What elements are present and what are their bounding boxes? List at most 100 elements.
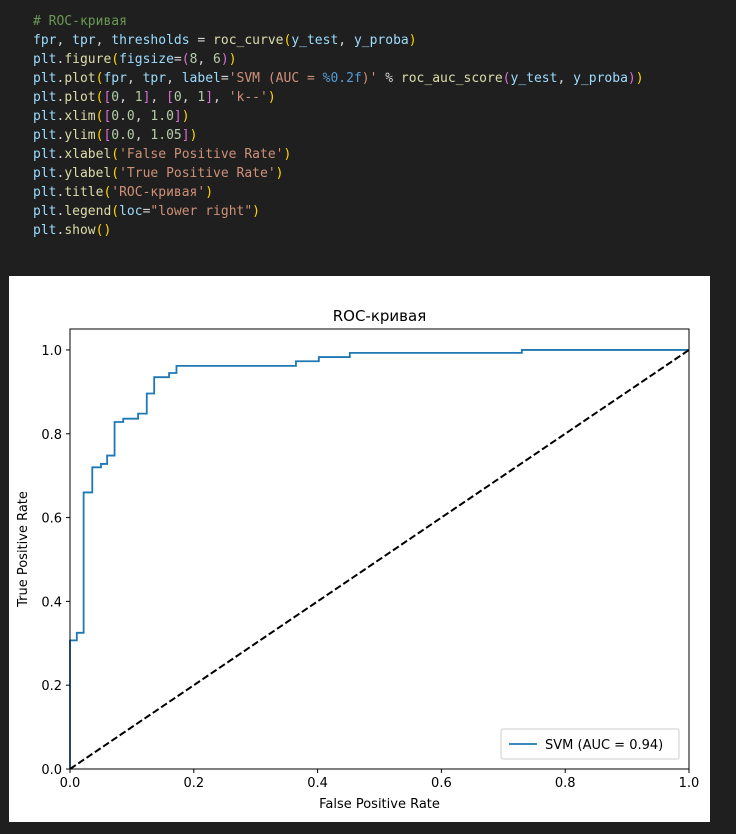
code-token: )	[275, 166, 284, 181]
code-token: ,	[181, 90, 198, 105]
code-token: ]	[181, 128, 190, 143]
code-token: plt	[33, 166, 57, 181]
code-token: plt	[33, 147, 57, 162]
code-token: y_proba	[573, 71, 628, 86]
y-tick-label: 1.0	[41, 344, 62, 359]
code-token: tpr	[142, 71, 167, 86]
code-editor[interactable]: # ROC-кривая fpr, tpr, thresholds = roc_c…	[33, 12, 644, 240]
code-token: =	[220, 71, 229, 86]
code-token: (	[111, 204, 120, 219]
x-tick-label: 0.2	[183, 776, 204, 791]
code-token: xlabel	[64, 147, 112, 162]
code-line: plt.ylabel('True Positive Rate')	[33, 164, 644, 183]
code-token: ]	[205, 90, 214, 105]
code-token: (	[111, 52, 120, 67]
code-token: roc_auc_score	[400, 71, 503, 86]
y-tick-label: 0.2	[41, 679, 62, 694]
code-token: (	[95, 128, 104, 143]
code-token: plt	[33, 109, 57, 124]
code-token: plot	[64, 71, 96, 86]
code-token: "lower right"	[150, 204, 253, 219]
code-token: ,	[150, 90, 167, 105]
code-token: figsize	[119, 52, 174, 67]
output-area: ROC-кривая False Positive Rate True Posi…	[0, 266, 736, 834]
code-token: figure	[64, 52, 112, 67]
code-token: )	[220, 52, 229, 67]
legend-entry-label: SVM (AUC = 0.94)	[545, 738, 663, 753]
code-token: 1	[134, 90, 143, 105]
code-token: loc	[119, 204, 143, 219]
code-token: 8	[189, 52, 198, 67]
code-token: .	[56, 166, 65, 181]
code-line: plt.plot([0, 1], [0, 1], 'k--')	[33, 88, 644, 107]
code-token: [	[103, 128, 112, 143]
code-token: (	[95, 109, 104, 124]
code-line: plt.ylim([0.0, 1.05])	[33, 126, 644, 145]
code-token: .	[56, 52, 65, 67]
code-token: [	[103, 90, 112, 105]
y-tick-label: 0.4	[41, 595, 62, 610]
code-token: .	[56, 185, 65, 200]
code-token: .	[56, 223, 65, 238]
roc-figure: ROC-кривая False Positive Rate True Posi…	[9, 276, 710, 822]
code-token: (	[103, 185, 112, 200]
code-line: plt.legend(loc="lower right")	[33, 202, 644, 221]
code-token: .	[56, 109, 65, 124]
code-token: plt	[33, 52, 57, 67]
code-token: 6	[213, 52, 221, 67]
code-token: ,	[213, 90, 229, 105]
code-token: show	[64, 223, 96, 238]
code-token: .	[56, 71, 65, 86]
code-token: plt	[33, 128, 57, 143]
code-token: plt	[33, 185, 57, 200]
code-token: )	[205, 185, 214, 200]
code-token: plt	[33, 71, 57, 86]
code-token: plt	[33, 90, 57, 105]
code-token: 0	[111, 90, 120, 105]
code-token: ,	[134, 128, 151, 143]
code-token: )	[181, 109, 190, 124]
code-token: =	[189, 33, 214, 48]
code-token: plt	[33, 223, 57, 238]
code-token: [	[103, 109, 112, 124]
code-token: xlim	[64, 109, 96, 124]
code-token: fpr	[103, 71, 127, 86]
x-tick-label: 0.4	[307, 776, 328, 791]
code-token: ,	[338, 33, 354, 48]
code-token: title	[64, 185, 104, 200]
code-token: ,	[166, 71, 182, 86]
code-token: thresholds	[111, 33, 190, 48]
code-token: )	[252, 204, 260, 219]
code-line: plt.figure(figsize=(8, 6))	[33, 50, 644, 69]
code-token: ]	[142, 90, 151, 105]
code-token: (	[111, 166, 120, 181]
code-token: .	[56, 204, 65, 219]
x-tick-label: 1.0	[679, 776, 700, 791]
code-token: %0.2f	[322, 71, 362, 86]
code-cell[interactable]: # ROC-кривая fpr, tpr, thresholds = roc_c…	[0, 0, 736, 267]
code-line: plt.title('ROC-кривая')	[33, 183, 644, 202]
code-line: plt.xlim([0.0, 1.0])	[33, 107, 644, 126]
code-token: fpr	[33, 33, 57, 48]
code-token: tpr	[72, 33, 96, 48]
code-token: )	[283, 147, 292, 162]
code-token: =	[142, 204, 151, 219]
code-token: 0.0	[111, 109, 135, 124]
code-token: 1.05	[150, 128, 182, 143]
code-token: )'	[361, 71, 378, 86]
code-token: ,	[557, 71, 574, 86]
code-token: (	[95, 90, 104, 105]
code-token: ,	[95, 33, 112, 48]
code-token: 'False Positive Rate'	[119, 147, 284, 162]
code-token: ylim	[64, 128, 96, 143]
y-tick-label: 0.6	[41, 512, 62, 527]
code-token: plt	[33, 204, 57, 219]
code-token: )	[408, 33, 417, 48]
code-token: 0	[173, 90, 182, 105]
code-line: plt.show()	[33, 221, 644, 240]
code-token: y_test	[291, 33, 339, 48]
code-token: =	[173, 52, 182, 67]
code-token: .	[56, 147, 65, 162]
chance-diagonal-line	[69, 349, 690, 770]
y-tick-label: 0.0	[41, 763, 62, 778]
